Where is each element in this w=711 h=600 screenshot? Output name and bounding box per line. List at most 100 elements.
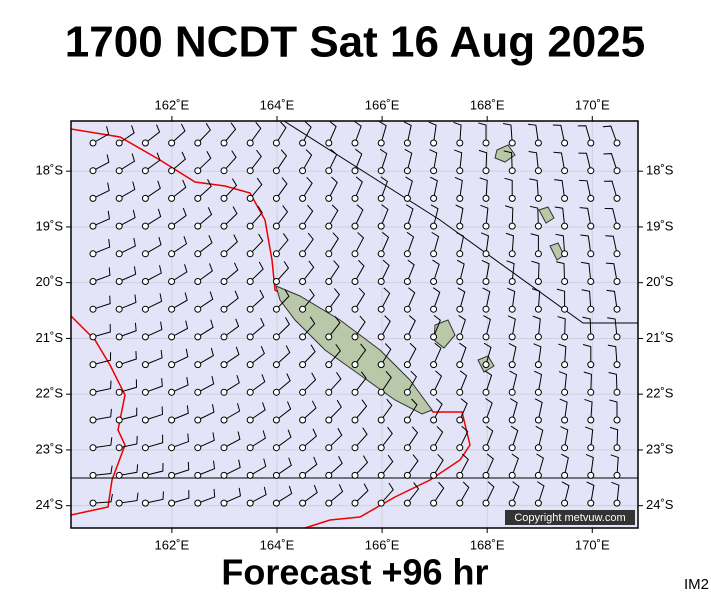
wind-barb xyxy=(171,433,190,449)
wind-barb xyxy=(276,261,290,282)
wind-barb xyxy=(118,266,137,282)
wind-barb xyxy=(275,177,288,199)
station xyxy=(325,361,333,369)
station xyxy=(299,194,307,202)
wind-barb xyxy=(354,121,362,144)
wind-barb xyxy=(485,453,494,476)
station xyxy=(246,388,254,396)
station xyxy=(403,222,411,230)
station xyxy=(168,222,176,230)
wind-barb xyxy=(504,177,513,199)
station xyxy=(141,250,149,258)
wind-barb xyxy=(354,483,369,504)
station xyxy=(299,444,307,452)
wind-barb xyxy=(145,152,161,172)
wind-barb xyxy=(529,205,539,227)
wind-barb xyxy=(558,343,567,365)
wind-barb xyxy=(609,399,618,420)
wind-barb xyxy=(249,374,266,393)
station xyxy=(482,361,490,369)
wind-barb xyxy=(197,347,214,366)
wind-barb xyxy=(535,425,544,448)
wind-barb xyxy=(223,122,237,144)
station xyxy=(534,388,542,396)
wind-barb xyxy=(580,234,592,254)
station xyxy=(325,444,333,452)
station xyxy=(194,361,202,369)
wind-barb xyxy=(584,398,593,421)
wind-barb xyxy=(529,178,539,199)
wind-barb xyxy=(459,398,468,421)
wind-barb xyxy=(559,398,568,421)
station xyxy=(89,471,97,479)
station xyxy=(299,416,307,424)
wind-barb xyxy=(92,239,111,255)
wind-barb xyxy=(276,317,290,338)
station xyxy=(456,250,464,258)
station xyxy=(403,499,411,507)
wind-barb xyxy=(119,379,138,393)
wind-barb xyxy=(433,342,442,365)
wind-barb xyxy=(457,287,466,310)
wind-barb xyxy=(171,292,188,310)
lon-label: 168˚E xyxy=(470,537,505,552)
islands xyxy=(275,144,565,415)
station xyxy=(325,471,333,479)
wind-barb xyxy=(380,482,394,504)
station xyxy=(220,139,228,147)
station xyxy=(325,388,333,396)
wind-barb xyxy=(119,464,139,476)
station xyxy=(299,388,307,396)
wind-barb xyxy=(354,148,363,171)
wind-barb xyxy=(354,315,366,338)
station xyxy=(194,499,202,507)
station xyxy=(168,305,176,313)
wind-barb xyxy=(249,205,263,227)
wind-barb xyxy=(405,204,414,227)
station xyxy=(534,361,542,369)
wind-barb xyxy=(380,426,393,449)
wind-barb xyxy=(429,149,438,171)
station xyxy=(246,139,254,147)
station xyxy=(351,499,359,507)
wind-barb xyxy=(533,343,542,365)
wind-barb xyxy=(379,121,387,144)
station xyxy=(456,194,464,202)
station xyxy=(482,444,490,452)
station xyxy=(508,194,516,202)
wind-barb xyxy=(527,123,539,144)
wind-barb xyxy=(276,289,290,310)
station xyxy=(482,416,490,424)
wind-barb xyxy=(510,398,518,421)
wind-barb xyxy=(479,177,488,199)
wind-barb xyxy=(511,481,520,504)
station xyxy=(561,444,569,452)
station xyxy=(89,222,97,230)
wind-barb xyxy=(328,204,339,227)
wind-barb xyxy=(197,207,213,227)
wind-barb xyxy=(403,121,412,144)
wind-barb xyxy=(507,315,516,337)
lat-label: 21˚S xyxy=(646,330,674,345)
station xyxy=(272,194,280,202)
station xyxy=(430,499,438,507)
wind-barb xyxy=(275,121,287,144)
station xyxy=(482,499,490,507)
station xyxy=(403,444,411,452)
wind-barb xyxy=(197,404,215,421)
station xyxy=(299,222,307,230)
station xyxy=(534,222,542,230)
station xyxy=(456,471,464,479)
wind-barb xyxy=(92,210,110,227)
station xyxy=(272,222,280,230)
wind-barb xyxy=(145,349,163,366)
station xyxy=(194,416,202,424)
wind-barb xyxy=(432,287,441,310)
wind-barb xyxy=(578,152,592,171)
station xyxy=(587,139,595,147)
wind-barb xyxy=(481,259,490,282)
wind-barb xyxy=(119,351,137,366)
station xyxy=(534,139,542,147)
station xyxy=(141,167,149,175)
ticks: 162˚E 162˚E 164˚E 164˚E 166˚E 166˚E 168˚E 168˚E… xyxy=(36,97,674,552)
